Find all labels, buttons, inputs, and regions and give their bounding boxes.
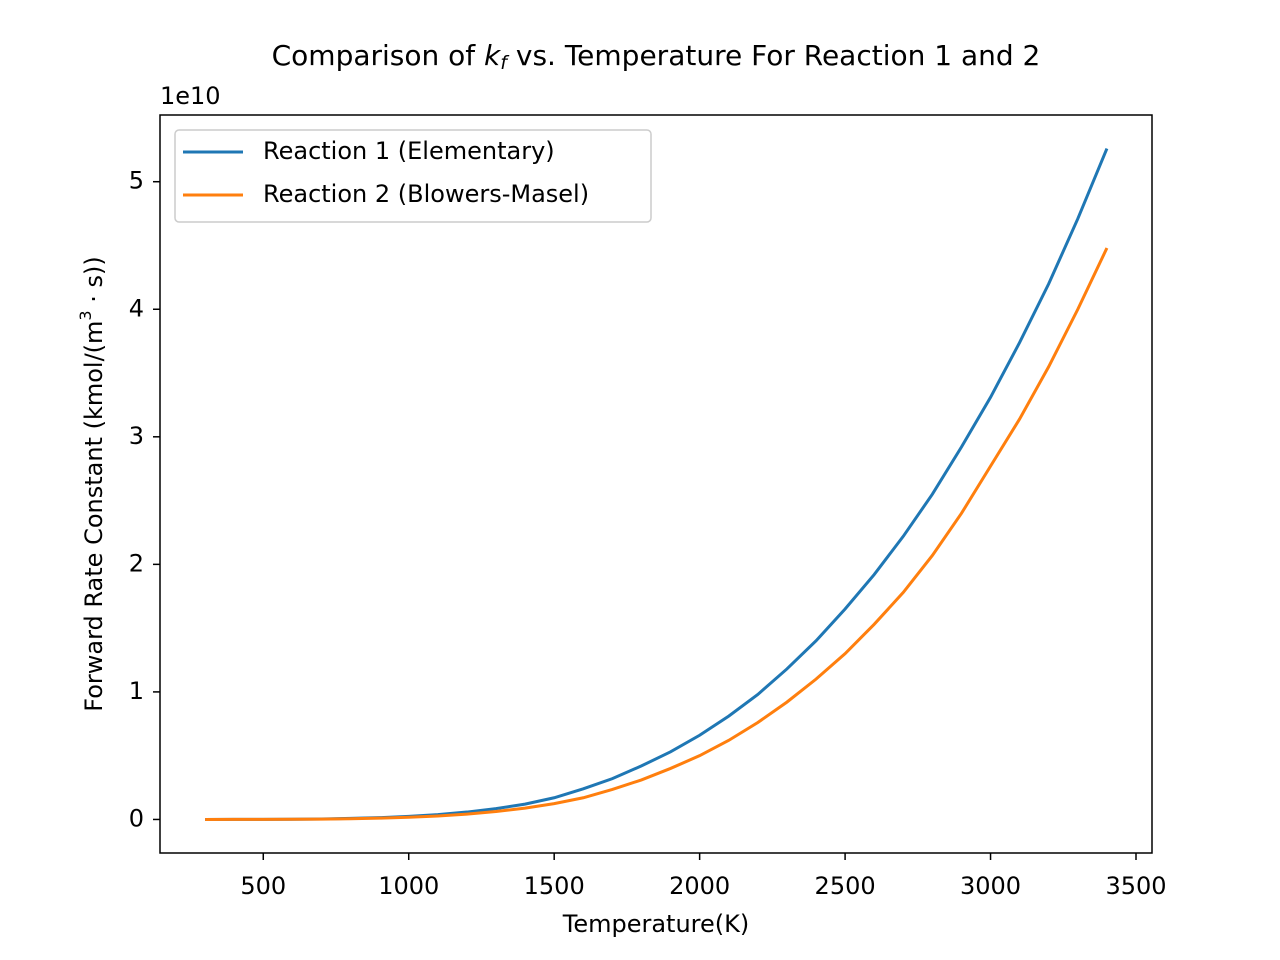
- x-tick-label: 2500: [815, 872, 876, 900]
- x-tick-label: 2000: [669, 872, 730, 900]
- y-label-text: Forward Rate Constant (kmol/(m: [80, 321, 108, 712]
- title-text: Comparison of: [272, 39, 484, 72]
- y-label-text: · s)): [80, 256, 108, 310]
- y-tick-label: 2: [129, 549, 144, 577]
- x-tick-label: 1000: [378, 872, 439, 900]
- legend-box: [174, 129, 652, 223]
- title-text: vs. Temperature For Reaction 1 and 2: [507, 39, 1040, 72]
- y-tick-label: 4: [129, 294, 144, 322]
- plot-frame: [159, 114, 1153, 854]
- legend-label: Reaction 2 (Blowers-Masel): [263, 180, 589, 208]
- y-tick-label: 0: [129, 804, 144, 832]
- y-axis-label: Forward Rate Constant (kmol/(m3 · s)): [76, 256, 109, 711]
- title-subscript: f: [500, 52, 510, 74]
- x-tick-label: 3500: [1105, 872, 1166, 900]
- y-label-superscript: 3: [76, 310, 95, 320]
- line-series: [205, 247, 1109, 821]
- x-axis-label: Temperature(K): [562, 910, 750, 938]
- chart-title: Comparison of kf vs. Temperature For Rea…: [272, 39, 1041, 74]
- legend-label: Reaction 1 (Elementary): [263, 137, 555, 165]
- x-tick-label: 1500: [524, 872, 585, 900]
- y-tick-label: 5: [129, 167, 144, 195]
- y-offset-label: 1e10: [160, 82, 221, 110]
- y-tick-label: 3: [129, 422, 144, 450]
- x-tick-label: 3000: [960, 872, 1021, 900]
- y-tick-label: 1: [129, 677, 144, 705]
- title-symbol: k: [484, 39, 502, 72]
- x-tick-label: 500: [240, 872, 286, 900]
